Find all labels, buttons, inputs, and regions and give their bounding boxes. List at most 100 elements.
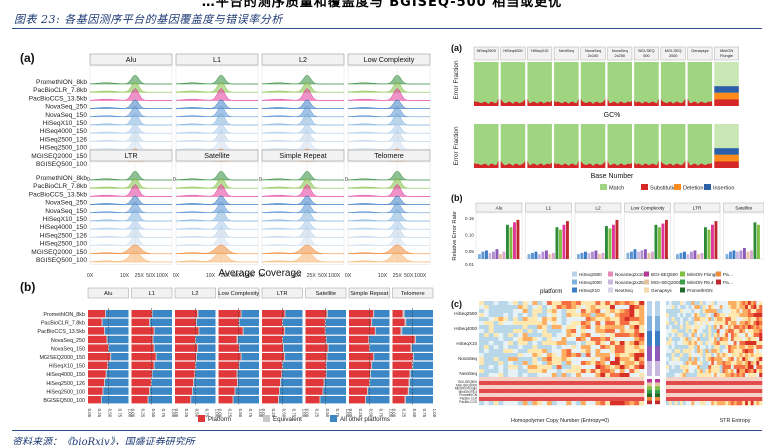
x-tick-label: 0.25 — [315, 409, 320, 418]
heatmap-cell — [600, 373, 606, 378]
heatmap-cell — [508, 365, 514, 370]
heatmap-cell — [619, 317, 625, 322]
heatmap-cell — [745, 325, 749, 330]
heatmap-cell — [629, 365, 635, 370]
facet-strip — [174, 287, 216, 299]
heatmap-cell — [629, 329, 635, 334]
error-rate-bar — [601, 252, 605, 259]
heatmap-cell — [736, 349, 740, 354]
heatmap-cell — [705, 361, 709, 366]
heatmap-cell — [697, 393, 701, 398]
x-tick-label: 0.75 — [378, 409, 383, 418]
heatmap-cell — [537, 397, 543, 402]
density-ridge — [89, 177, 172, 189]
error-rate-bar — [534, 251, 538, 259]
heatmap-cell — [566, 357, 572, 362]
error-rate-bar — [651, 251, 654, 259]
heatmap-cell — [716, 365, 720, 370]
heatmap-cell — [716, 317, 720, 322]
density-ridge — [89, 184, 172, 197]
heatmap-cell — [566, 385, 572, 390]
heatmap-cell — [595, 341, 601, 346]
heatmap-cell — [483, 357, 489, 362]
error-rate-bar — [608, 228, 612, 259]
heatmap-cell — [512, 301, 519, 306]
heatmap-cell — [512, 397, 519, 402]
heatmap-cell — [688, 349, 692, 354]
heatmap-cell — [546, 309, 553, 314]
heatmap-cell — [610, 321, 616, 326]
heatmap-cell — [600, 313, 606, 318]
bar-platform — [175, 318, 197, 326]
bar-equivalent — [104, 378, 106, 387]
heatmap-cell — [699, 373, 703, 378]
bar-platform — [131, 370, 152, 378]
heatmap-cell — [517, 333, 523, 338]
heatmap-cell — [537, 353, 543, 358]
heatmap-cell — [508, 369, 514, 374]
heatmap-cell — [551, 329, 557, 334]
facet-strip — [261, 287, 303, 299]
heatmap-cell — [753, 373, 757, 378]
heatmap-cell — [498, 341, 504, 346]
heatmap-cell — [750, 341, 754, 346]
density-ridge — [347, 105, 430, 118]
bar-other-platforms — [195, 370, 216, 378]
heatmap-cell — [682, 369, 687, 374]
facet-strip — [553, 46, 579, 61]
heatmap-cell — [674, 337, 678, 342]
heatmap-cell — [639, 393, 645, 398]
heatmap-cell — [527, 301, 533, 306]
heatmap-cell — [605, 301, 611, 306]
heatmap-cell — [674, 369, 678, 374]
heatmap-cell — [668, 337, 672, 342]
heatmap-cell — [629, 333, 635, 338]
heatmap-cell — [537, 325, 543, 330]
heatmap-cell — [666, 321, 670, 326]
heatmap-cell — [503, 397, 509, 402]
heatmap-cell — [722, 349, 726, 354]
heatmap-cell — [483, 309, 489, 314]
heatmap-cell — [685, 369, 689, 374]
heatmap-cell — [739, 389, 743, 394]
heatmap-cell — [680, 389, 684, 394]
heatmap-cell — [668, 305, 672, 310]
y-axis-title: Relative Error Rate — [452, 211, 458, 260]
heatmap-cell — [614, 301, 621, 306]
error-rate-bar — [661, 223, 665, 259]
heatmap-cell — [747, 381, 751, 386]
match-area — [500, 62, 526, 106]
heatmap-cell — [556, 353, 562, 358]
heatmap-cell — [671, 329, 675, 334]
heatmap-cell — [605, 369, 611, 374]
heatmap-cell — [634, 341, 640, 346]
heatmap-cell — [680, 321, 684, 326]
heatmap-cell — [576, 309, 582, 314]
heatmap-cell — [677, 321, 681, 326]
substitution-area — [634, 98, 659, 106]
heatmap-cell — [666, 341, 670, 346]
bar-other-platforms — [370, 344, 390, 352]
heatmap-cell — [753, 361, 757, 366]
heatmap-cell — [694, 313, 698, 318]
heatmap-cell — [576, 381, 582, 386]
match-area — [580, 124, 606, 168]
density-ridge — [175, 137, 258, 150]
heatmap-cell — [537, 385, 543, 390]
heatmap-cell — [512, 321, 519, 326]
facet-strip — [347, 149, 431, 162]
heatmap-cell — [708, 377, 712, 382]
heatmap-cell — [756, 321, 760, 326]
heatmap-cell — [610, 401, 616, 406]
platform-annotation — [647, 386, 652, 390]
heatmap-cell — [512, 393, 519, 398]
heatmap-cell — [542, 373, 548, 378]
density-ridge — [261, 233, 344, 246]
heatmap-cell — [503, 357, 509, 362]
heatmap-cell — [677, 397, 681, 402]
heatmap-cell — [576, 317, 582, 322]
bar-platform — [88, 318, 102, 326]
heatmap-cell — [711, 385, 715, 390]
platform-annotation — [647, 400, 652, 405]
heatmap-cell — [546, 337, 553, 342]
